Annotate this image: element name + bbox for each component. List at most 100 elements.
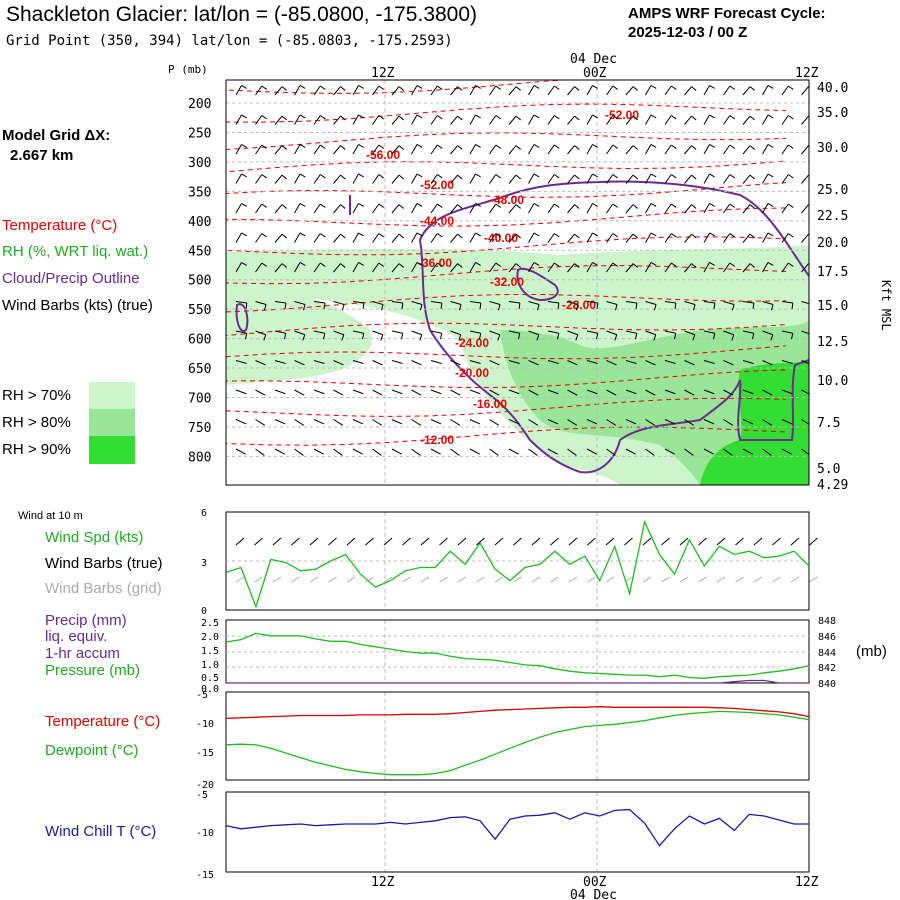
temperature-contour-label: -24.00	[455, 336, 489, 350]
wind-barb-flag	[713, 333, 716, 340]
wind-barb	[742, 301, 754, 304]
wind-barb-flag	[536, 334, 540, 341]
model-grid-value: 2.667 km	[10, 147, 74, 164]
wind-barb	[372, 330, 384, 336]
wind-barb	[742, 448, 753, 455]
precip-tick-label: 0.5	[201, 673, 219, 684]
wind-barb-flag	[358, 232, 364, 237]
wind-barb-flag	[515, 115, 521, 121]
wind-barbs-group	[235, 85, 809, 456]
wind-barb-flag	[691, 115, 697, 121]
wind-barb	[586, 173, 593, 184]
wind-barb-flag	[378, 174, 385, 179]
wind-barb-flag	[475, 114, 481, 119]
wind-barb-flag	[362, 333, 365, 340]
surface-wind-barb-true	[753, 537, 763, 546]
surface-wind-barb-true	[420, 537, 430, 546]
wind-barb	[586, 389, 598, 395]
wind-barb-flag	[632, 233, 638, 239]
wind-barb	[391, 204, 400, 214]
wind-barb-flag	[475, 232, 481, 237]
wind-barb	[586, 448, 597, 455]
wind-barb-flag	[674, 333, 677, 340]
wind-barb	[625, 204, 634, 214]
wind-barb-flag	[791, 302, 794, 310]
wind-barb-flag	[320, 262, 326, 267]
wind-barb	[235, 389, 247, 395]
wind-barb	[567, 115, 575, 125]
wind-barb-flag	[437, 174, 443, 179]
wind-barb	[528, 360, 539, 366]
bottom-axis-tick-label: 12Z	[795, 875, 819, 890]
wind-barb-flag	[749, 115, 755, 121]
wind-barb	[508, 204, 517, 214]
wind-barb-flag	[691, 263, 697, 268]
surface-wind-barb-true	[679, 537, 689, 546]
wind-barb-flag	[533, 232, 540, 237]
wind-barb	[255, 203, 263, 214]
wind-barb-flag	[457, 86, 463, 91]
wind-barb	[235, 144, 242, 155]
precip-line	[226, 679, 809, 684]
wind-barb	[469, 173, 476, 184]
wind-barb-flag	[457, 233, 463, 239]
grid-point-subtitle: Grid Point (350, 394) lat/lon = (-85.080…	[6, 33, 453, 49]
wind-barb	[801, 301, 809, 305]
wind-barb	[528, 144, 535, 155]
wind-barb-flag	[729, 115, 736, 120]
wind-barb-flag	[416, 232, 423, 237]
wind-barb-flag	[671, 144, 677, 149]
wind-barb-flag	[749, 233, 755, 239]
wind-barb	[762, 301, 774, 306]
surface-wind-barb-grid	[568, 576, 578, 583]
top-axis-tick-label: 12Z	[371, 66, 395, 81]
surface-wind-barb-grid	[753, 576, 763, 583]
wind-barb-flag	[767, 173, 774, 178]
wind-barb	[645, 85, 652, 96]
temperature-contour-label: -16.00	[473, 397, 507, 411]
temperature-contour	[226, 397, 787, 420]
wind-barb	[762, 114, 769, 125]
wind-barb-flag	[574, 145, 580, 150]
wind-barb-flag	[340, 115, 346, 121]
wind-barb	[703, 144, 710, 155]
wind-barb	[352, 144, 359, 155]
wind-barb	[313, 389, 325, 395]
wind-barb	[645, 144, 652, 155]
wind-barb	[801, 174, 809, 184]
wind-barb	[372, 85, 380, 96]
surface-wind-barb-grid	[698, 576, 707, 583]
wind-barb-flag	[358, 144, 364, 148]
wind-barb-flag	[479, 333, 482, 340]
wind-barb	[411, 330, 423, 336]
wind-barb	[723, 262, 731, 273]
wind-barb	[411, 360, 422, 366]
wind-barb	[664, 419, 676, 425]
wind-barb	[547, 448, 558, 455]
wind-barb-flag	[245, 302, 248, 310]
wind-barb-flag	[378, 85, 385, 90]
wind-barb	[703, 448, 714, 455]
wind-barb	[547, 262, 555, 273]
label-wind-barbs-grid: Wind Barbs (grid)	[45, 580, 162, 597]
wind-barb-flag	[281, 174, 287, 180]
wind-barb	[489, 330, 501, 336]
wind-barb	[547, 360, 559, 365]
wind-barb	[586, 114, 593, 125]
wind-barb	[333, 204, 341, 214]
wind-barb-flag	[401, 333, 404, 340]
wind-barb	[313, 203, 321, 214]
wind-barb-flag	[378, 233, 385, 238]
wind-barb-flag	[320, 203, 326, 208]
cloud-outline-left	[235, 303, 249, 332]
wind-barb-flag	[554, 85, 560, 90]
temperature-contour	[226, 265, 787, 285]
wind-barb	[255, 144, 263, 155]
precip-tick-label: 1.5	[201, 646, 219, 657]
wind-barb	[645, 330, 657, 336]
temperature-contour	[226, 132, 787, 150]
wind-barb	[567, 233, 575, 243]
label-1hr-accum: 1-hr accum	[45, 645, 121, 662]
surface-wind-barb-true	[494, 537, 504, 546]
wind-barb	[235, 448, 246, 455]
